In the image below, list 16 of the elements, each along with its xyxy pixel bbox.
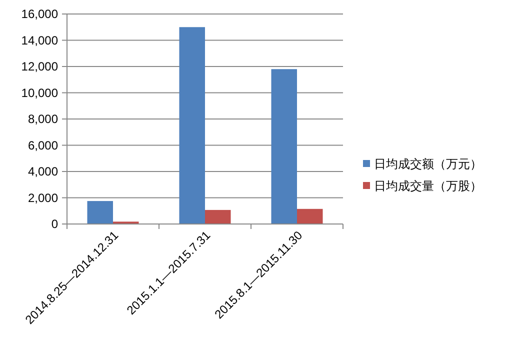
bar xyxy=(179,27,205,224)
y-tick-label: 4,000 xyxy=(28,164,58,178)
y-tick-label: 8,000 xyxy=(28,112,58,126)
y-tick-label: 2,000 xyxy=(28,190,58,205)
legend-label: 日均成交量（万股） xyxy=(374,179,482,193)
y-tick-label: 10,000 xyxy=(21,86,58,100)
bar xyxy=(297,208,323,224)
bar xyxy=(205,210,231,224)
y-tick-label: 0 xyxy=(51,217,58,231)
y-tick-label: 6,000 xyxy=(28,138,58,152)
y-tick-label: 16,000 xyxy=(21,7,58,21)
bar xyxy=(87,201,113,224)
y-tick-label: 14,000 xyxy=(21,33,58,48)
y-tick-label: 12,000 xyxy=(21,60,58,74)
bar xyxy=(271,69,297,224)
legend-label: 日均成交额（万元） xyxy=(374,157,482,171)
